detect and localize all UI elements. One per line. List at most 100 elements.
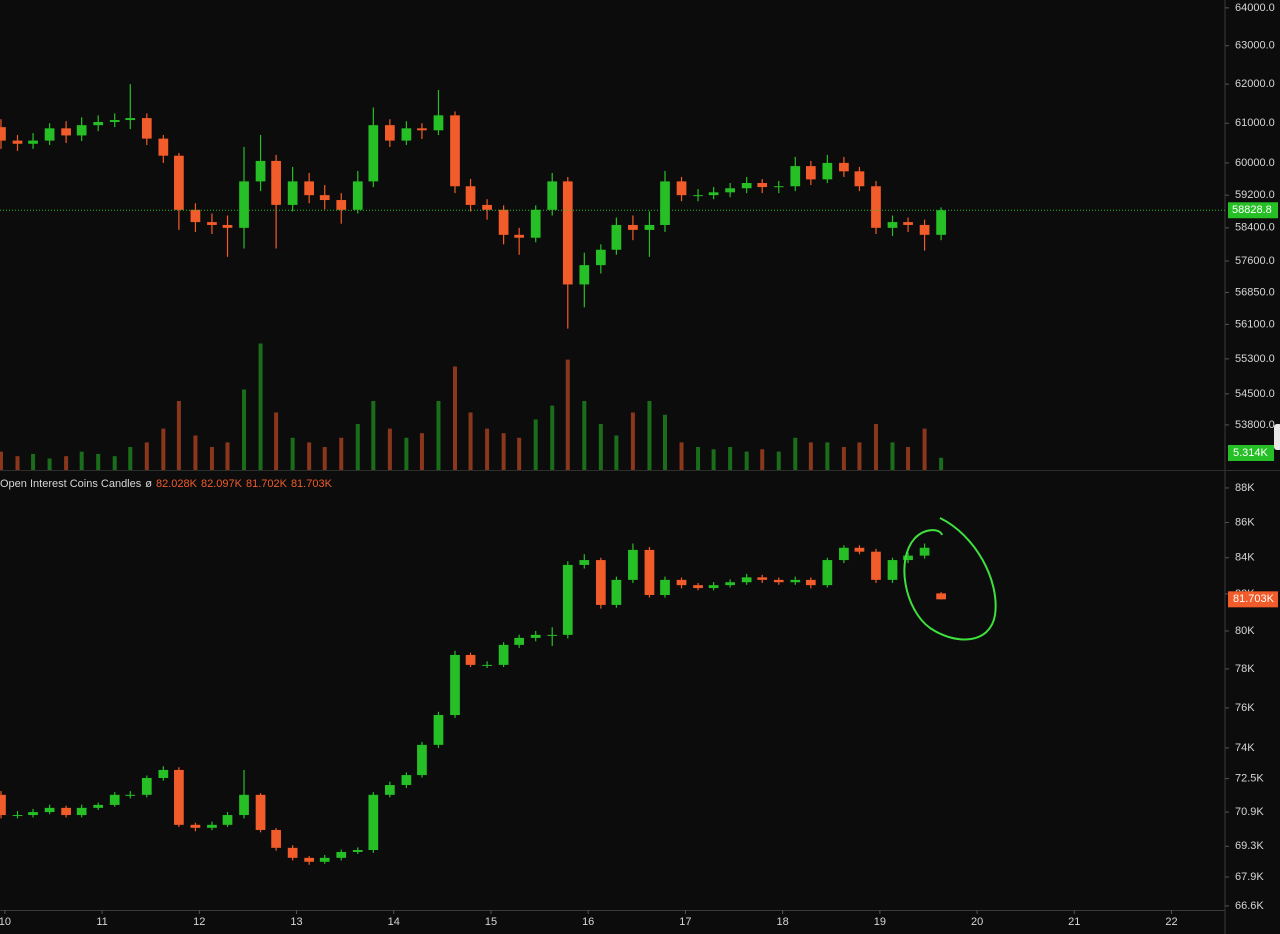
x-tick-label: 15 bbox=[485, 916, 497, 928]
candle-body bbox=[271, 160, 281, 205]
candle-body bbox=[903, 555, 913, 561]
candle-body bbox=[76, 125, 87, 136]
candle-body bbox=[0, 127, 6, 141]
volume-bar bbox=[776, 451, 781, 470]
volume-bar bbox=[550, 405, 555, 470]
candle-body bbox=[385, 785, 395, 795]
volume-bar bbox=[307, 442, 312, 470]
y-tick-label: 70.9K bbox=[1235, 806, 1264, 818]
candle-body bbox=[61, 128, 71, 136]
y-tick-label: 63000.0 bbox=[1235, 40, 1275, 52]
candle-body bbox=[207, 222, 217, 225]
candle-body bbox=[757, 183, 768, 188]
candle-body bbox=[287, 181, 298, 205]
candle-body bbox=[222, 815, 233, 825]
candle-body bbox=[368, 794, 379, 851]
volume-bar bbox=[501, 433, 506, 470]
volume-bar bbox=[711, 449, 716, 470]
candle-body bbox=[271, 829, 281, 848]
scroll-handle[interactable] bbox=[1274, 424, 1280, 450]
volume-bar bbox=[647, 401, 652, 470]
volume-bar bbox=[760, 449, 765, 470]
candle-body bbox=[401, 775, 412, 786]
candle-body bbox=[368, 125, 379, 182]
volume-bar bbox=[371, 401, 376, 470]
candle-body bbox=[207, 824, 217, 828]
candle-body bbox=[433, 715, 444, 745]
volume-bar bbox=[630, 412, 635, 470]
legend-close: 81.703K bbox=[290, 478, 332, 490]
x-tick-label: 16 bbox=[582, 916, 594, 928]
legend-high: 82.097K bbox=[200, 478, 242, 490]
candle-body bbox=[433, 115, 444, 131]
candle-body bbox=[708, 585, 719, 589]
volume-bar bbox=[857, 442, 862, 470]
candle-body bbox=[595, 249, 606, 266]
candle-body bbox=[562, 564, 573, 635]
legend-symbol: ø bbox=[145, 478, 152, 490]
candle-body bbox=[595, 560, 606, 605]
y-tick-label: 60000.0 bbox=[1235, 157, 1275, 169]
candle-body bbox=[336, 200, 347, 210]
candle-body bbox=[450, 115, 460, 187]
y-tick-label: 56100.0 bbox=[1235, 318, 1275, 330]
candle-body bbox=[93, 804, 104, 808]
candle-body bbox=[725, 188, 735, 193]
volume-bar bbox=[436, 401, 441, 470]
candle-body bbox=[352, 181, 363, 210]
volume-bar bbox=[0, 451, 3, 470]
candle-body bbox=[0, 794, 6, 816]
candle-body bbox=[190, 209, 201, 223]
volume-bar bbox=[565, 359, 570, 470]
y-tick-label: 61000.0 bbox=[1235, 117, 1275, 129]
candle-body bbox=[352, 850, 363, 852]
candle-body bbox=[579, 560, 590, 565]
candle-body bbox=[125, 118, 136, 121]
candle-body bbox=[109, 794, 120, 805]
x-tick-label: 10 bbox=[0, 916, 11, 928]
volume-bar bbox=[161, 428, 166, 470]
candle-body bbox=[482, 204, 492, 210]
x-tick-label: 12 bbox=[193, 916, 205, 928]
volume-bar bbox=[582, 401, 587, 470]
candle-body bbox=[109, 120, 120, 123]
volume-bar bbox=[176, 401, 181, 470]
candle-body bbox=[530, 209, 541, 238]
y-tick-label: 88K bbox=[1235, 482, 1255, 494]
candle-body bbox=[839, 162, 849, 172]
candle-body bbox=[936, 210, 946, 235]
candle-body bbox=[125, 794, 136, 796]
candle-body bbox=[822, 162, 833, 180]
last-value-label: 81.703K bbox=[1233, 593, 1275, 605]
y-tick-label: 76K bbox=[1235, 702, 1255, 714]
last-price-label: 58828.8 bbox=[1232, 204, 1272, 216]
volume-bar bbox=[890, 442, 895, 470]
volume-bar bbox=[144, 442, 149, 470]
candle-body bbox=[887, 222, 898, 228]
candle-body bbox=[854, 547, 865, 552]
candle-body bbox=[465, 186, 476, 205]
y-tick-label: 74K bbox=[1235, 742, 1255, 754]
x-tick-label: 22 bbox=[1165, 916, 1177, 928]
y-tick-label: 59200.0 bbox=[1235, 189, 1275, 201]
candle-body bbox=[741, 183, 752, 189]
volume-label: 5.314K bbox=[1233, 447, 1269, 459]
candle-body bbox=[628, 224, 638, 230]
x-tick-label: 11 bbox=[96, 916, 107, 928]
candle-body bbox=[158, 769, 169, 778]
candle-body bbox=[93, 122, 104, 126]
candle-body bbox=[644, 224, 655, 230]
candle-body bbox=[12, 140, 23, 144]
volume-bar bbox=[453, 366, 457, 470]
x-tick-label: 13 bbox=[290, 916, 302, 928]
x-tick-label: 14 bbox=[388, 916, 400, 928]
volume-bar bbox=[598, 424, 603, 470]
candle-body bbox=[611, 224, 622, 250]
volume-bar bbox=[31, 453, 36, 470]
candle-body bbox=[28, 812, 38, 816]
candle-body bbox=[790, 579, 801, 583]
volume-bar bbox=[744, 451, 749, 470]
